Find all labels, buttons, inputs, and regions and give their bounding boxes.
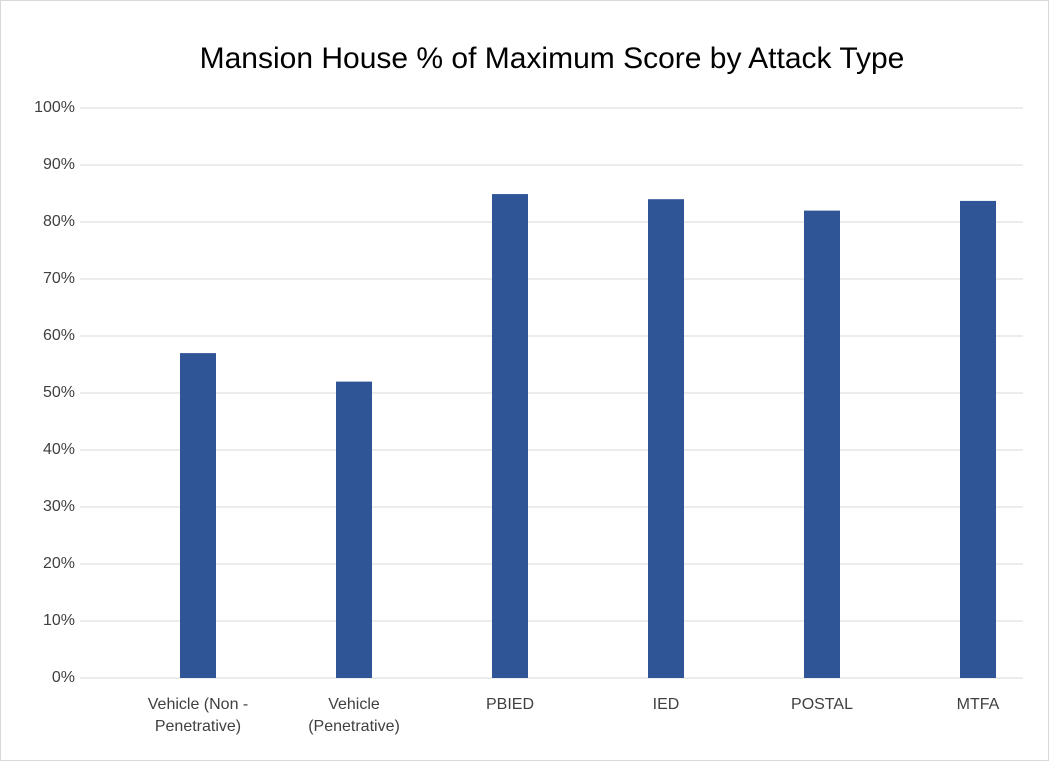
y-tick-label: 70% <box>43 270 75 287</box>
y-tick-label: 20% <box>43 555 75 572</box>
bar <box>180 353 216 678</box>
x-tick-label: Vehicle (Non - Penetrative) <box>147 696 249 735</box>
y-tick-label: 50% <box>43 384 75 401</box>
bar <box>804 210 840 678</box>
chart-title: Mansion House % of Maximum Score by Atta… <box>200 42 905 75</box>
x-tick-label: POSTAL <box>791 696 853 713</box>
bar <box>648 199 684 678</box>
y-tick-label: 100% <box>34 99 75 116</box>
x-tick-label: MTFA <box>956 696 1000 713</box>
y-tick-label: 0% <box>52 669 75 686</box>
y-tick-label: 10% <box>43 612 75 629</box>
y-tick-label: 30% <box>43 498 75 515</box>
bar <box>492 194 528 678</box>
bar <box>336 381 372 678</box>
bar <box>960 200 996 678</box>
x-tick-label: IED <box>652 696 680 713</box>
y-tick-label: 90% <box>43 156 75 173</box>
y-tick-label: 40% <box>43 441 75 458</box>
y-tick-label: 60% <box>43 327 75 344</box>
y-tick-label: 80% <box>43 213 75 230</box>
x-tick-label: Vehicle (Penetrative) <box>308 696 400 735</box>
x-tick-label: PBIED <box>485 696 534 713</box>
